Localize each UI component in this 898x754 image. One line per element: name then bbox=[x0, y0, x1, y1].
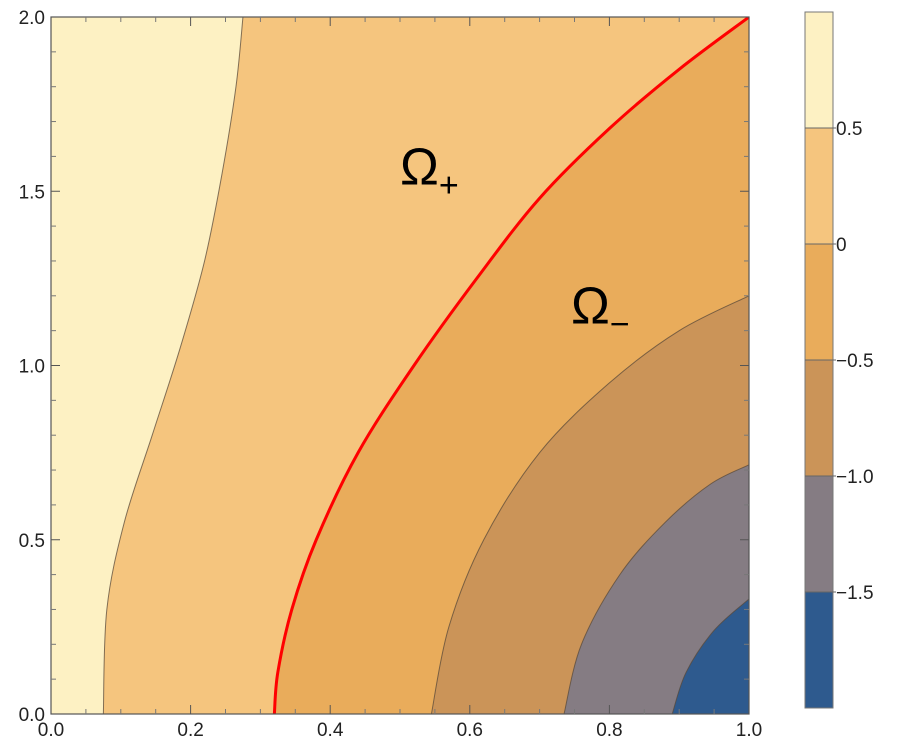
colorbar-band bbox=[805, 360, 833, 476]
y-tick-label: 2.0 bbox=[19, 8, 45, 29]
colorbar-band bbox=[805, 476, 833, 592]
colorbar: 0.5 0 −0.5 −1.0 −1.5 bbox=[805, 12, 874, 708]
colorbar-tick-label: −1.5 bbox=[836, 583, 874, 604]
plot-area: 0.0 0.2 0.4 0.6 0.8 1.0 0.00.51.01.52.0 Ω+Ω− bbox=[19, 8, 763, 741]
contour-fills bbox=[51, 17, 749, 714]
y-tick-label: 1.5 bbox=[19, 182, 45, 203]
colorbar-band bbox=[805, 244, 833, 360]
colorbar-tick-label: −0.5 bbox=[836, 351, 874, 372]
x-tick-label: 0.2 bbox=[177, 720, 203, 741]
colorbar-band bbox=[805, 12, 833, 128]
colorbar-tick-label: −1.0 bbox=[836, 467, 874, 488]
x-tick-label: 0.8 bbox=[596, 720, 622, 741]
colorbar-tick-label: 0 bbox=[836, 235, 847, 256]
x-tick-label: 0.6 bbox=[457, 720, 483, 741]
x-tick-label: 1.0 bbox=[736, 720, 762, 741]
colorbar-band bbox=[805, 128, 833, 244]
y-tick-label: 1.0 bbox=[19, 357, 45, 378]
colorbar-band bbox=[805, 592, 833, 708]
x-tick-label: 0.4 bbox=[317, 720, 344, 741]
colorbar-tick-label: 0.5 bbox=[836, 119, 862, 140]
y-tick-label: 0.5 bbox=[19, 531, 45, 552]
y-tick-label: 0.0 bbox=[19, 705, 45, 726]
